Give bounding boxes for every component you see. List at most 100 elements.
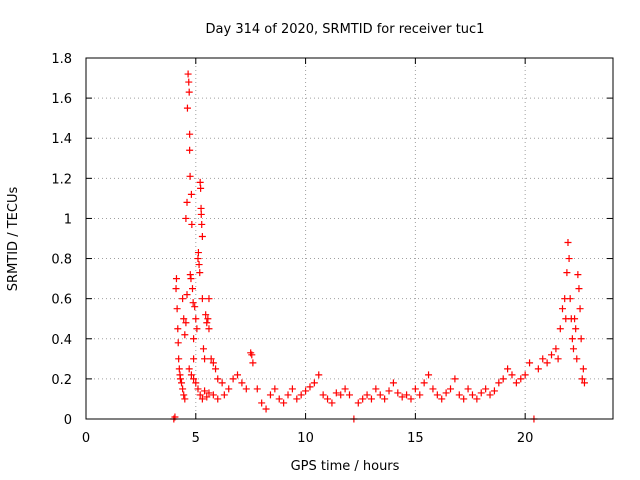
y-tick-label: 0.2 [51,373,72,388]
data-point [253,385,261,393]
data-point [185,78,193,86]
data-point [429,385,437,393]
data-point [319,391,327,399]
chart-title: Day 314 of 2020, SRMTID for receiver tuc… [206,22,485,37]
data-point [376,391,384,399]
data-point [258,399,266,407]
data-point [574,271,582,279]
data-point [398,393,406,401]
data-point [178,379,186,387]
data-point [385,387,393,395]
data-point [526,359,534,367]
data-point [372,385,380,393]
data-point [262,405,270,413]
data-point [183,291,191,299]
data-point [185,365,193,373]
data-point [280,399,288,407]
data-point [324,395,332,403]
data-point [420,379,428,387]
data-point [477,389,485,397]
data-point [425,371,433,379]
data-point [205,325,213,333]
y-tick-label: 1.2 [51,172,72,187]
data-point [214,395,222,403]
data-point [197,204,205,212]
x-tick-label: 10 [297,431,314,446]
data-point [543,359,551,367]
data-point [337,391,345,399]
data-point [218,379,226,387]
data-point [185,88,193,96]
y-tick-label: 1.8 [51,52,72,67]
data-point [451,375,459,383]
data-points [170,70,588,423]
data-point [539,355,547,363]
y-tick-label: 0.4 [51,333,72,348]
data-point [359,395,367,403]
data-point [271,385,279,393]
data-point [187,371,195,379]
data-point [248,351,256,359]
data-point [341,385,349,393]
data-point [209,359,217,367]
data-point [201,387,209,395]
data-point [201,355,209,363]
data-point [186,146,194,154]
data-point [182,214,190,222]
data-point [196,269,204,277]
x-tick-label: 0 [82,431,90,446]
data-point [225,385,233,393]
data-point [534,365,542,373]
data-point [181,395,189,403]
data-point [242,385,250,393]
data-point [220,391,228,399]
data-point [548,351,556,359]
data-point [563,269,571,277]
data-point [306,383,314,391]
data-point [394,389,402,397]
data-point [438,395,446,403]
data-point [564,239,572,247]
data-point [275,395,283,403]
data-point [558,305,566,313]
data-point [173,305,181,313]
data-point [573,355,581,363]
data-point [554,355,562,363]
data-point [194,385,202,393]
data-point [190,375,198,383]
y-tick-label: 0 [64,413,72,428]
data-point [293,395,301,403]
data-point [249,359,257,367]
data-point [354,399,362,407]
data-point [234,371,242,379]
data-point [367,395,375,403]
data-point [389,379,397,387]
data-point [468,391,476,399]
data-point [486,391,494,399]
data-point [517,375,525,383]
y-axis-label: SRMTID / TECUs [6,187,21,292]
data-point [566,295,574,303]
data-point [460,395,468,403]
data-point [187,275,195,283]
data-point [190,335,198,343]
data-point [578,375,586,383]
plot-frame [85,57,614,420]
data-point [189,299,197,307]
data-point [179,385,187,393]
data-point [442,389,450,397]
data-point [568,335,576,343]
data-point [315,371,323,379]
x-tick-label: 20 [517,431,534,446]
data-point [172,285,180,293]
data-point [194,255,202,263]
data-point [183,104,191,112]
data-point [182,319,190,327]
data-point [212,365,220,373]
data-point [579,365,587,373]
data-point [512,379,520,387]
data-point [195,261,203,269]
data-point [197,210,205,218]
data-point [203,319,211,327]
